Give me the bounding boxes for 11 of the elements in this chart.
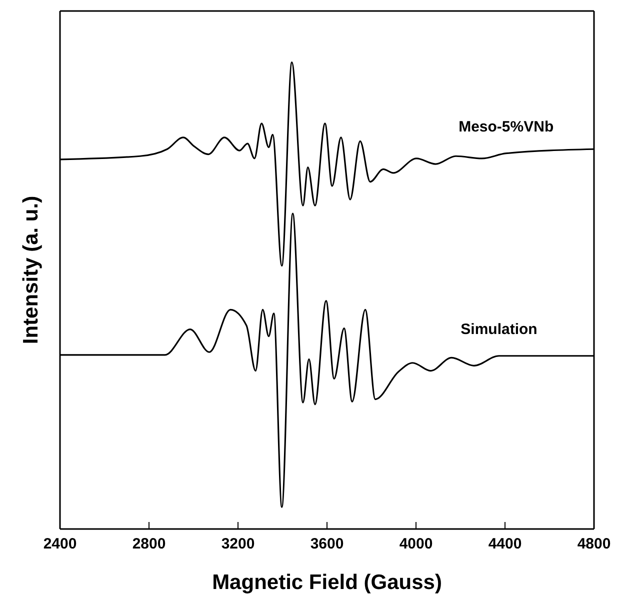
x-tick-label: 3600	[310, 536, 344, 553]
x-tick-label: 4800	[577, 536, 611, 553]
x-tick-label: 4400	[488, 536, 522, 553]
x-tick-label: 2400	[43, 536, 77, 553]
series-label: Simulation	[460, 320, 538, 338]
x-tick-label: 2800	[132, 536, 166, 553]
x-axis-title: Magnetic Field (Gauss)	[212, 571, 442, 594]
y-axis-title: Intensity (a. u.)	[19, 196, 42, 344]
series-label: Meso-5%VNb	[458, 118, 554, 136]
x-tick-label: 3200	[221, 536, 255, 553]
x-tick-label: 4000	[399, 536, 433, 553]
